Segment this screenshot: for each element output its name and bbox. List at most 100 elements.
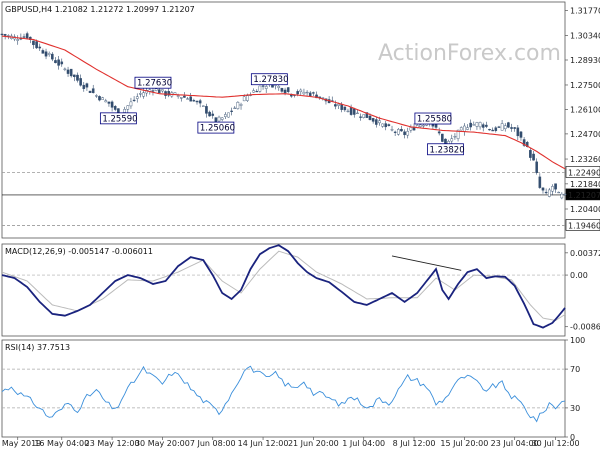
candle-body — [227, 112, 230, 118]
candle-body — [343, 106, 347, 111]
candle-body — [305, 91, 309, 94]
candle-body — [516, 127, 520, 137]
candle-body — [507, 122, 510, 128]
candle-body — [359, 116, 362, 118]
price-annotation-label: 1.25580 — [417, 115, 452, 125]
candle-body — [419, 124, 422, 127]
candle-body — [525, 141, 529, 148]
x-axis-tick-label: 30 May 20:00 — [135, 439, 190, 448]
candle-body — [557, 191, 561, 194]
candle-body — [312, 92, 315, 94]
candle-body — [356, 112, 359, 114]
candle-body — [201, 105, 205, 107]
candle-body — [3, 34, 7, 36]
candle-body — [101, 97, 104, 100]
candle-body — [242, 96, 246, 102]
price-y-tick-label: 1.28930 — [570, 56, 600, 65]
candle-body — [437, 131, 441, 134]
x-axis-tick-label: 7 Jun 08:00 — [190, 439, 236, 448]
candle-body — [88, 90, 92, 93]
candle-body — [529, 150, 532, 158]
candle-body — [151, 90, 155, 92]
macd-y-tick-label: 0.003722 — [570, 249, 600, 258]
price-y-tick-label: 1.26100 — [570, 105, 600, 114]
candle-body — [522, 139, 526, 146]
candle-body — [186, 98, 189, 100]
candle-body — [0, 33, 4, 36]
x-axis-tick-label: 23 Jul 04:00 — [491, 439, 539, 448]
candle-body — [126, 105, 130, 110]
candle-body — [261, 85, 265, 87]
candle-body — [459, 127, 463, 131]
rsi-line — [1, 365, 566, 423]
rsi-y-tick-label: 30 — [570, 404, 580, 413]
candle-body — [381, 123, 384, 127]
candle-body — [296, 91, 299, 95]
price-y-tick-label: 1.21840 — [570, 180, 600, 189]
candle-body — [142, 92, 145, 97]
price-level-box — [565, 166, 600, 178]
candle-body — [554, 183, 557, 190]
candle-body — [374, 119, 378, 125]
x-axis-tick-label: 30 Jul 12:00 — [532, 439, 580, 448]
price-annotation-box — [414, 112, 452, 125]
candle-body — [91, 88, 95, 94]
candle-body — [500, 123, 504, 131]
candle-body — [478, 122, 482, 128]
candle-body — [22, 36, 26, 38]
price-annotation-label: 1.27630 — [137, 79, 172, 89]
candle-body — [73, 74, 76, 78]
candle-body — [450, 138, 454, 142]
price-annotation-box — [427, 143, 464, 156]
candle-body — [189, 96, 193, 102]
watermark-text: ActionForex.com — [378, 41, 561, 66]
candle-body — [441, 133, 444, 142]
candle-body — [16, 39, 20, 41]
candle-body — [544, 191, 548, 194]
candle-body — [365, 112, 369, 118]
candle-body — [286, 87, 290, 92]
candle-body — [409, 127, 413, 131]
price-annotation-label: 1.27830 — [253, 75, 288, 85]
candle-body — [349, 107, 353, 115]
candle-body — [390, 129, 394, 131]
candle-body — [308, 92, 312, 97]
candle-body — [538, 176, 542, 188]
candle-body — [258, 85, 262, 92]
macd-panel-header: MACD(12,26,9) -0.005147 -0.006011 — [5, 247, 153, 256]
candle-body — [123, 109, 126, 113]
candle-body — [453, 136, 457, 138]
candle-body — [161, 89, 164, 92]
candle-body — [252, 90, 255, 93]
candle-body — [532, 153, 535, 161]
candle-body — [519, 131, 523, 138]
macd-panel-frame — [1, 243, 566, 337]
macd-y-tick-label: 0.00 — [570, 271, 588, 280]
candle-body — [113, 106, 117, 110]
price-level-label: 1.19460 — [568, 221, 600, 230]
rsi-y-tick-label: 70 — [570, 365, 580, 374]
candle-body — [406, 131, 410, 136]
candle-body — [283, 89, 287, 94]
candle-body — [44, 51, 48, 57]
candle-body — [299, 89, 303, 92]
candle-body — [371, 118, 375, 122]
candle-body — [57, 59, 60, 66]
candle-body — [491, 129, 494, 132]
candle-body — [135, 96, 139, 99]
candle-body — [321, 97, 325, 99]
candle-body — [346, 110, 350, 113]
price-annotation-label: 1.25590 — [102, 114, 137, 124]
candle-body — [337, 103, 340, 106]
price-annotation-box — [99, 112, 137, 125]
price-level-label: 1.21207 — [568, 191, 600, 200]
price-panel-frame — [1, 1, 566, 239]
candle-body — [497, 126, 501, 128]
candle-body — [233, 107, 237, 109]
candle-body — [368, 115, 372, 121]
x-axis-tick-label: 1 Jul 04:00 — [342, 439, 385, 448]
price-y-tick-label: 1.31770 — [570, 6, 600, 15]
x-axis-tick-label: 8 May 2019 — [0, 439, 41, 448]
candle-body — [277, 85, 281, 88]
